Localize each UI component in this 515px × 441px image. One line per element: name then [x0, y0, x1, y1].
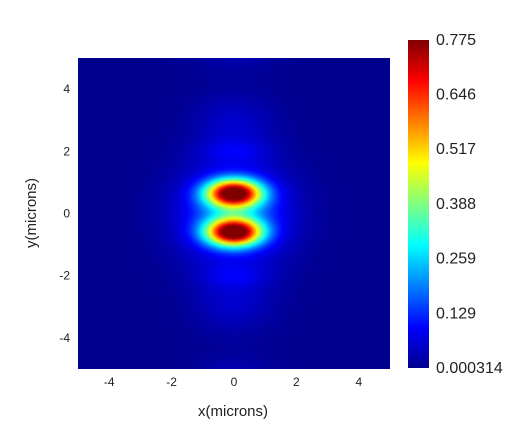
colorbar: 0.775 0.646 0.517 0.388 0.259 0.129 0.000314: [408, 32, 503, 377]
x-tick-label: -4: [104, 375, 115, 389]
colorbar-tick-label: 0.646: [436, 87, 476, 104]
y-axis-label: y(microns): [23, 178, 40, 248]
y-axis-ticks: -4 -2 0 2 4: [59, 82, 70, 345]
colorbar-tick-label: 0.775: [436, 32, 476, 49]
plot-area: [78, 58, 390, 369]
y-tick-label: 0: [63, 207, 70, 221]
colorbar-tick-label: 0.129: [436, 306, 476, 323]
x-tick-label: 4: [355, 375, 362, 389]
x-tick-label: 0: [231, 375, 238, 389]
colorbar-tick-label: 0.259: [436, 250, 476, 267]
colorbar-ticks: 0.775 0.646 0.517 0.388 0.259 0.129 0.000314: [436, 32, 503, 377]
colorbar-tick-label: 0.517: [436, 141, 476, 158]
colorbar-gradient: [408, 40, 429, 368]
y-tick-label: 2: [63, 144, 70, 158]
x-axis-label: x(microns): [198, 403, 268, 420]
y-tick-label: 4: [63, 82, 70, 96]
colorbar-tick-label: 0.388: [436, 196, 476, 213]
x-axis-ticks: -4 -2 0 2 4: [104, 375, 363, 389]
y-tick-label: -2: [59, 269, 70, 283]
y-tick-label: -4: [59, 331, 70, 345]
x-tick-label: -2: [166, 375, 177, 389]
colorbar-tick-label: 0.000314: [436, 360, 503, 377]
heatmap-field: [78, 58, 390, 369]
x-tick-label: 2: [293, 375, 300, 389]
